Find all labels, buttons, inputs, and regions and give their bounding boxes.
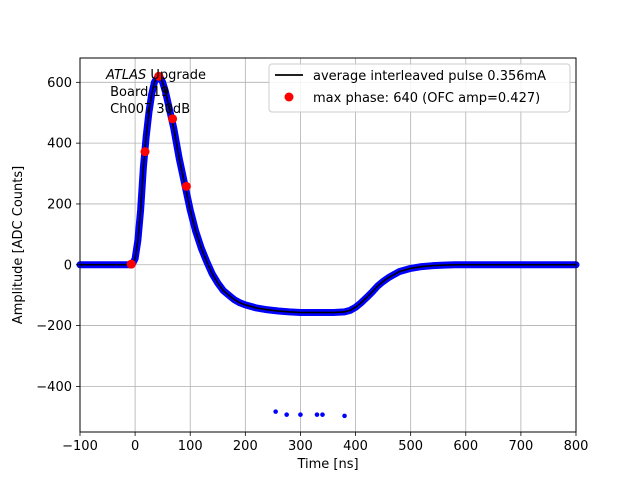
plot-frame [79,57,577,433]
outlier-sample-point [342,413,347,419]
y-tick-label: 600 [47,76,72,91]
x-tick-label: 400 [343,439,368,454]
x-tick-label: 100 [178,439,203,454]
annotation-atlas: ATLAS [105,68,146,83]
series-average-line [80,75,576,314]
legend-label-max-phase: max phase: 640 (OFC amp=0.427) [313,91,540,106]
max-phase-point [154,71,164,81]
y-tick-label: 400 [47,137,72,152]
x-tick-label: 600 [453,439,478,454]
legend-point-swatch [284,92,294,102]
x-tick-label: 0 [131,439,139,454]
y-axis-title: Amplitude [ADC Counts] [11,166,26,324]
x-tick-label: −100 [62,439,98,454]
x-axis-title: Time [ns] [296,457,358,472]
max-phase-point [181,181,191,191]
y-tick-label: 200 [47,197,72,212]
max-phase-point [140,147,150,157]
y-tick-label: 0 [64,258,72,273]
y-tick-label: −400 [36,380,72,395]
series-layer [76,71,580,419]
legend: average interleaved pulse 0.356mA max ph… [268,63,571,113]
legend-label-average: average interleaved pulse 0.356mA [313,69,546,84]
legend-box [268,63,571,113]
outlier-sample-point [284,412,289,417]
annotation-line-3: Ch007 30dB [106,102,190,117]
axis-ticks: −100 0 100 200 300 400 500 600 700 800 −400 −200 0 20… [36,76,588,454]
y-tick-label: −200 [36,319,72,334]
x-tick-label: 500 [398,439,423,454]
max-phase-point [126,259,136,269]
max-phase-point [168,114,178,124]
annotation-upgrade: Upgrade [146,68,206,83]
annotation: ATLAS Upgrade Board 19 Ch007 30dB [105,68,206,117]
x-tick-label: 200 [233,439,258,454]
x-tick-label: 800 [564,439,589,454]
outlier-sample-point [273,409,278,414]
outlier-sample-point [314,412,320,417]
plot-background [80,58,576,432]
x-tick-label: 700 [508,439,533,454]
annotation-line-2: Board 19 [106,85,169,100]
outlier-sample-point [298,412,303,417]
x-tick-label: 300 [288,439,313,454]
annotation-line-1: ATLAS Upgrade [105,68,206,83]
outlier-sample-point [320,412,325,417]
